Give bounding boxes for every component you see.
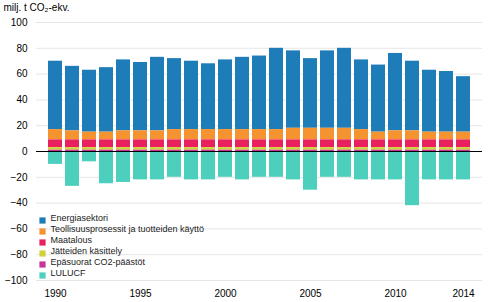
svg-text:40: 40 <box>16 94 28 105</box>
svg-text:Teollisuusprosessit ja tuottei: Teollisuusprosessit ja tuotteiden käyttö <box>51 224 205 234</box>
svg-text:100: 100 <box>11 17 28 28</box>
svg-text:Energiasektori: Energiasektori <box>51 213 109 223</box>
svg-text:60: 60 <box>16 68 28 79</box>
svg-text:2000: 2000 <box>214 288 237 299</box>
svg-text:−40: −40 <box>11 197 28 208</box>
svg-text:Jätteiden käsittely: Jätteiden käsittely <box>51 246 123 256</box>
svg-text:80: 80 <box>16 43 28 54</box>
svg-text:0: 0 <box>22 146 28 157</box>
svg-text:20: 20 <box>16 120 28 131</box>
svg-text:1990: 1990 <box>44 288 67 299</box>
svg-text:−100: −100 <box>5 275 28 286</box>
svg-text:milj. t CO₂-ekv.: milj. t CO₂-ekv. <box>4 2 70 13</box>
svg-text:1995: 1995 <box>129 288 152 299</box>
svg-text:−20: −20 <box>11 172 28 183</box>
svg-text:2014: 2014 <box>452 288 475 299</box>
svg-text:2005: 2005 <box>299 288 322 299</box>
svg-text:−60: −60 <box>11 223 28 234</box>
svg-text:Maatalous: Maatalous <box>51 235 93 245</box>
svg-text:2010: 2010 <box>384 288 407 299</box>
svg-text:−80: −80 <box>11 249 28 260</box>
svg-text:LULUCF: LULUCF <box>51 268 87 278</box>
svg-text:Epäsuorat CO2-päästöt: Epäsuorat CO2-päästöt <box>51 257 146 267</box>
